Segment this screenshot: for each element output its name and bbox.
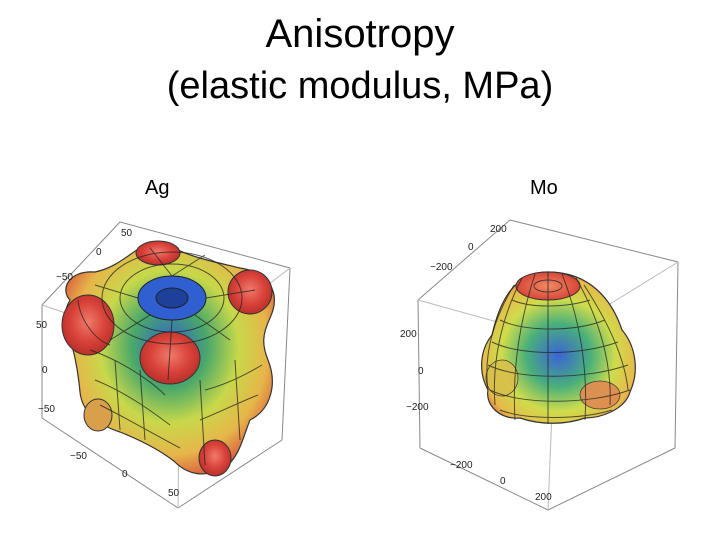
mo-tick-left-3: −200 (406, 402, 429, 413)
ag-tick-bottom-3: 50 (168, 488, 180, 499)
mo-tick-bottom-2: 0 (500, 476, 506, 487)
ag-tick-back-top-1: 50 (121, 228, 133, 239)
mo-tick-bottom-1: −200 (450, 460, 473, 471)
ag-tick-back-top-2: 0 (96, 247, 102, 258)
ag-tick-bottom-1: −50 (70, 451, 87, 462)
ag-surface (61, 240, 275, 477)
mo-tick-left-1: 200 (400, 329, 417, 340)
label-mo: Mo (530, 177, 558, 199)
mo-plot: 200 0 −200 200 0 −200 −200 0 200 (400, 219, 679, 511)
mo-tick-back-top-3: −200 (430, 262, 453, 273)
mo-surface (481, 271, 636, 424)
mo-tick-bottom-3: 200 (535, 492, 552, 503)
title-line-1: Anisotropy (265, 12, 455, 56)
ag-tick-back-top-3: −50 (56, 272, 73, 283)
ag-tick-left-2: 0 (42, 365, 48, 376)
ag-tick-left-1: 50 (36, 320, 48, 331)
ag-plot: 50 0 −50 50 0 −50 −50 0 50 (36, 221, 291, 509)
title-line-2: (elastic modulus, MPa) (166, 65, 554, 107)
mo-tick-back-top-1: 200 (490, 224, 507, 235)
label-ag: Ag (145, 177, 170, 199)
ag-tick-left-3: −50 (38, 404, 55, 415)
mo-tick-left-2: 0 (418, 366, 424, 377)
mo-tick-back-top-2: 0 (468, 242, 474, 253)
ag-tick-bottom-2: 0 (122, 469, 128, 480)
